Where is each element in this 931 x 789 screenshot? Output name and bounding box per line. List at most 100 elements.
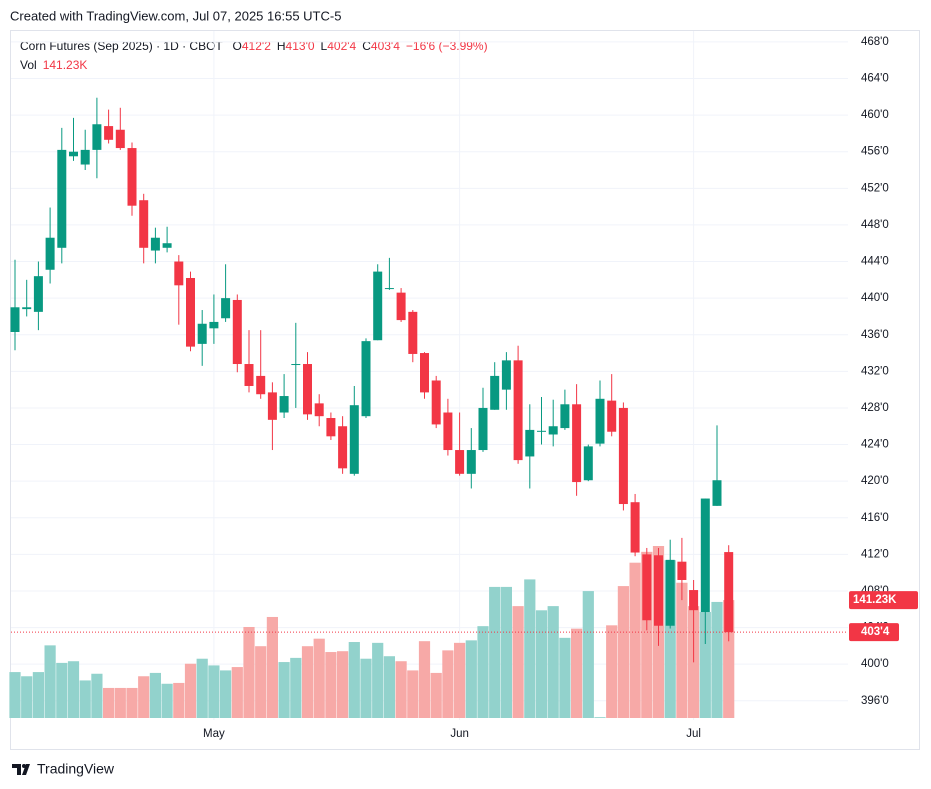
legend-key: O [233, 39, 242, 53]
volume-bar [243, 626, 255, 718]
credit: Created with TradingView.com, Jul 07, 20… [10, 8, 341, 23]
volume-bar [114, 687, 126, 718]
candle-body [384, 288, 394, 290]
volume-badge-label: 141.23K [853, 594, 897, 606]
candle-body [338, 426, 348, 469]
candle-body [420, 353, 429, 393]
volume-bar [266, 616, 278, 718]
candle-body [396, 292, 406, 321]
candle-body [244, 364, 254, 386]
candle-body [654, 555, 663, 626]
volume-bar [301, 646, 314, 718]
volume-bar [337, 651, 349, 718]
change: −16'6 (−3.99%) [406, 39, 488, 53]
candle-body [267, 392, 277, 420]
volume-bar [103, 687, 115, 718]
legend-value: 412'2 [242, 39, 271, 53]
candle-body [712, 480, 722, 506]
y-tick-label: 440'0 [861, 292, 889, 304]
legend-value: 413'0 [286, 39, 315, 53]
candle-body [361, 341, 371, 417]
y-tick-label: 420'0 [861, 475, 889, 487]
candle-body [431, 380, 441, 425]
candle-body [33, 276, 43, 312]
candle-body [232, 299, 242, 365]
y-tick-label: 468'0 [861, 36, 889, 48]
y-tick-label: 416'0 [861, 512, 889, 524]
candle-body [501, 360, 511, 390]
candle-body [560, 404, 570, 429]
candle-body [373, 271, 383, 341]
candle-body [677, 561, 687, 580]
candle-body [618, 407, 628, 505]
legend-key: L [321, 39, 328, 53]
y-tick-label: 444'0 [861, 256, 889, 268]
candle-body [478, 407, 488, 451]
candle-body [490, 375, 500, 410]
candle-body [607, 400, 617, 432]
candle-body [162, 243, 172, 248]
candle-body [174, 261, 184, 286]
y-tick-label: 456'0 [861, 146, 889, 158]
candle-body [22, 307, 32, 310]
volume-bar [617, 586, 629, 718]
volume-bar [524, 579, 536, 718]
volume-bar [67, 661, 80, 718]
brand: TradingView [37, 761, 115, 777]
legend-key: C [362, 39, 371, 53]
candle-body [314, 403, 324, 417]
volume-bar [32, 672, 44, 718]
volume-bar [442, 650, 454, 718]
volume-bar [664, 560, 676, 718]
volume-bar [547, 606, 559, 718]
candle-body [69, 151, 78, 157]
candle-body [150, 237, 160, 251]
volume-bar [126, 687, 138, 718]
volume-bar [676, 582, 688, 718]
volume-bar [149, 672, 161, 718]
volume-bar [430, 672, 442, 718]
candle-body [630, 502, 640, 553]
y-tick-label: 432'0 [861, 365, 889, 377]
candle-body [209, 321, 219, 329]
candle-body [665, 559, 675, 626]
candle-body [197, 323, 207, 344]
candle-body [291, 364, 301, 366]
candle-body [513, 360, 523, 461]
candle-body [642, 554, 652, 621]
candle-body [45, 237, 55, 270]
volume-bar [290, 657, 302, 718]
volume-bar [629, 562, 641, 718]
candle-body [127, 148, 137, 206]
volume-legend: Vol 141.23K [20, 58, 87, 72]
candle-body [80, 149, 90, 165]
header: Corn Futures (Sep 2025) · 1D · CBOT O412'… [20, 39, 488, 53]
volume-bar [477, 626, 489, 718]
volume-bar [418, 641, 431, 718]
candle-body [221, 298, 231, 319]
volume-bar [79, 680, 91, 718]
volume-bar [9, 672, 21, 718]
volume-bar [56, 662, 68, 718]
volume-value: 141.23K [43, 58, 88, 72]
y-tick-label: 412'0 [861, 548, 889, 560]
candle-body [537, 430, 546, 432]
volume-bar [641, 551, 653, 718]
chart-frame [10, 30, 920, 750]
volume-bar [44, 645, 56, 718]
volume-bar [313, 638, 325, 718]
volume-badge [849, 591, 918, 610]
volume-bar [372, 642, 384, 718]
candle-body [139, 200, 149, 248]
volume-bar [231, 667, 243, 718]
candle-body [595, 398, 605, 444]
volume-bar [21, 676, 33, 718]
volume-bar [255, 646, 267, 718]
volume-bar [161, 683, 173, 718]
candle-body [186, 277, 195, 347]
candle-body [583, 446, 593, 481]
volume-bar [348, 642, 360, 718]
volume-bar [582, 591, 594, 718]
legend-key: H [277, 39, 286, 53]
